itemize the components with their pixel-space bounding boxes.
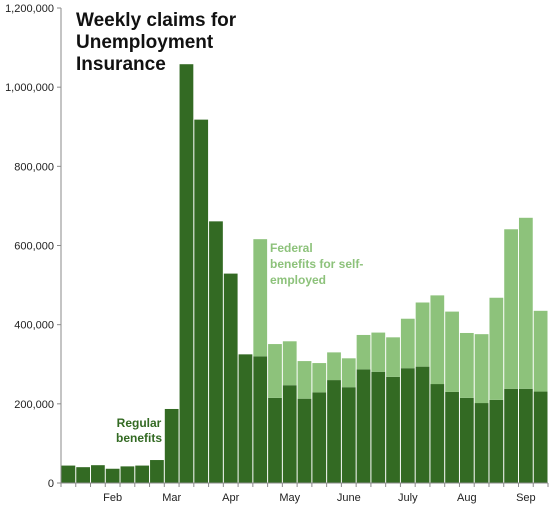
bar-federal-benefits xyxy=(445,311,459,392)
bar-federal-benefits xyxy=(533,310,548,392)
bar-federal-benefits xyxy=(356,334,371,370)
y-tick-label: 200,000 xyxy=(14,399,54,411)
x-axis: Feb Mar Apr May June July Aug Sep xyxy=(60,482,549,504)
bar-federal-benefits xyxy=(400,318,415,369)
x-tick-label: Aug xyxy=(457,492,477,504)
bar-federal-benefits xyxy=(430,295,445,385)
bar-federal-benefits xyxy=(268,344,282,398)
bar-regular-benefits xyxy=(120,466,135,484)
bar-federal-benefits xyxy=(459,332,474,398)
bar-federal-benefits xyxy=(386,337,400,377)
bar-regular-benefits xyxy=(209,221,223,483)
y-tick-label: 600,000 xyxy=(14,241,54,253)
bar-regular-benefits xyxy=(504,388,518,483)
bar-regular-benefits xyxy=(150,460,164,483)
bar-regular-benefits xyxy=(327,380,341,483)
y-tick-label: 1,000,000 xyxy=(5,82,54,94)
bar-regular-benefits xyxy=(356,369,371,483)
bar-federal-benefits xyxy=(341,358,356,388)
annotation-regular-line-1: Regular xyxy=(117,416,162,430)
y-tick-label: 400,000 xyxy=(14,320,54,332)
bar-regular-benefits xyxy=(253,356,268,483)
bar-regular-benefits xyxy=(518,388,533,483)
bar-regular-benefits xyxy=(105,468,120,483)
bar-federal-benefits xyxy=(327,352,341,381)
bar-federal-benefits xyxy=(297,361,312,399)
bar-federal-benefits xyxy=(415,302,430,367)
bar-regular-benefits xyxy=(164,408,179,483)
bar-regular-benefits xyxy=(297,398,312,483)
y-tick-label: 0 xyxy=(48,478,54,490)
bar-regular-benefits xyxy=(400,368,415,483)
bar-regular-benefits xyxy=(533,391,548,483)
bar-regular-benefits xyxy=(459,397,474,483)
bar-regular-benefits xyxy=(135,465,150,483)
bar-regular-benefits xyxy=(268,397,282,483)
bar-regular-benefits xyxy=(341,387,356,483)
bar-regular-benefits xyxy=(445,391,459,483)
bar-federal-benefits xyxy=(504,229,518,389)
bar-regular-benefits xyxy=(371,371,386,483)
x-tick-label: Mar xyxy=(162,492,181,504)
bar-federal-benefits xyxy=(474,334,489,404)
x-tick-label: Apr xyxy=(222,492,239,504)
bar-regular-benefits xyxy=(430,384,445,483)
bar-federal-benefits xyxy=(253,239,268,357)
bar-regular-benefits xyxy=(194,119,209,484)
bar-regular-benefits xyxy=(238,354,253,483)
bar-federal-benefits xyxy=(312,363,327,393)
annotation-federal-line-2: benefits for self- xyxy=(270,257,363,271)
y-tick-label: 1,200,000 xyxy=(5,3,54,15)
bar-regular-benefits xyxy=(179,64,194,484)
bar-federal-benefits xyxy=(282,341,297,386)
y-axis: 0 200,000 400,000 600,000 800,000 1,000,000 1,… xyxy=(5,3,62,490)
x-tick-label: May xyxy=(279,492,300,504)
bar-regular-benefits xyxy=(76,467,91,483)
x-tick-label: Sep xyxy=(516,492,536,504)
annotation-federal-benefits: Federal benefits for self- employed xyxy=(270,241,363,287)
x-tick-label: June xyxy=(337,492,361,504)
bar-regular-benefits xyxy=(312,392,327,483)
bar-regular-benefits xyxy=(61,465,76,483)
chart-title: Weekly claims for Unemployment Insurance xyxy=(76,10,237,75)
bar-federal-benefits xyxy=(489,297,504,400)
bar-regular-benefits xyxy=(415,366,430,484)
bar-regular-benefits xyxy=(282,385,297,483)
y-tick-label: 800,000 xyxy=(14,161,54,173)
annotation-regular-line-2: benefits xyxy=(116,431,162,445)
annotation-regular-benefits: Regular benefits xyxy=(116,416,162,445)
annotation-federal-line-1: Federal xyxy=(270,241,313,255)
bars xyxy=(61,64,548,484)
bar-regular-benefits xyxy=(91,465,105,483)
bar-regular-benefits xyxy=(489,399,504,484)
chart-title-line-3: Insurance xyxy=(76,54,166,75)
annotation-federal-line-3: employed xyxy=(270,273,326,287)
bar-regular-benefits xyxy=(474,403,489,483)
bar-federal-benefits xyxy=(371,332,386,372)
bar-federal-benefits xyxy=(518,217,533,389)
chart-title-line-2: Unemployment xyxy=(76,32,214,53)
bar-regular-benefits xyxy=(386,376,400,483)
x-tick-label: July xyxy=(398,492,418,504)
x-tick-label: Feb xyxy=(103,492,122,504)
chart-title-line-1: Weekly claims for xyxy=(76,10,237,31)
bar-regular-benefits xyxy=(223,273,238,483)
